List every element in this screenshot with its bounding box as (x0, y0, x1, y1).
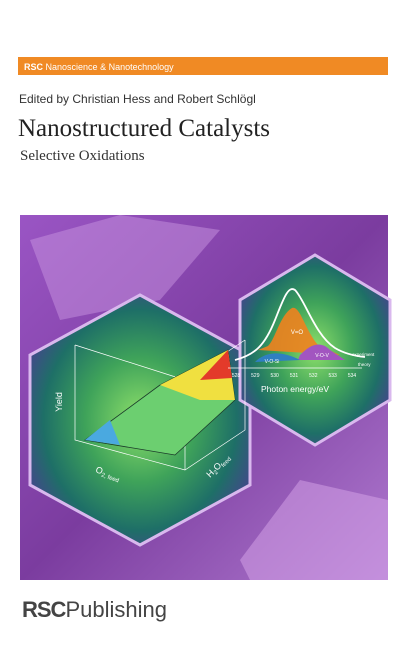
crystal (240, 480, 388, 580)
surface-high (160, 350, 235, 400)
tick-label: 529 (251, 373, 260, 379)
surface-peak (200, 350, 232, 380)
tick-label: 534 (348, 373, 357, 379)
tick-label: 530 (270, 373, 279, 379)
spectrum: V=O V-O-V V-O-Si experiment theory Photo… (228, 288, 375, 394)
tick-label: 531 (290, 373, 299, 379)
peak-label: V=O (291, 330, 304, 336)
experiment-curve (234, 288, 366, 361)
peak-label: V-O-Si (265, 359, 280, 365)
surface-low (85, 420, 120, 445)
peak-v-o-si (255, 353, 300, 362)
spectrum-x-label: Photon energy/eV (261, 384, 329, 394)
editors: Edited by Christian Hess and Robert Schl… (19, 92, 256, 106)
peak-label: V-O-V (315, 353, 329, 359)
legend-entry: theory (358, 362, 371, 367)
publisher: RSCPublishing (22, 597, 167, 622)
tick-label: 532 (309, 373, 318, 379)
crystal (30, 215, 220, 320)
peak-v-o-v (298, 344, 345, 360)
x-axis-label: O2, feed (94, 464, 122, 484)
legend-entry: experiment (352, 352, 375, 357)
tick-label: 528 (232, 373, 241, 379)
cover-image: Yield O2, feed H2Ofeed V=O V-O-V V-O-Si … (20, 215, 392, 580)
subtitle: Selective Oxidations (20, 148, 145, 164)
series-bar (18, 57, 388, 75)
series-label: RSC Nanoscience & Nanotechnology (24, 62, 174, 72)
title: Nanostructured Catalysts (18, 115, 270, 142)
y-axis-label: Yield (54, 392, 64, 412)
peak-v-o (258, 307, 340, 355)
tick-label: 533 (328, 373, 337, 379)
